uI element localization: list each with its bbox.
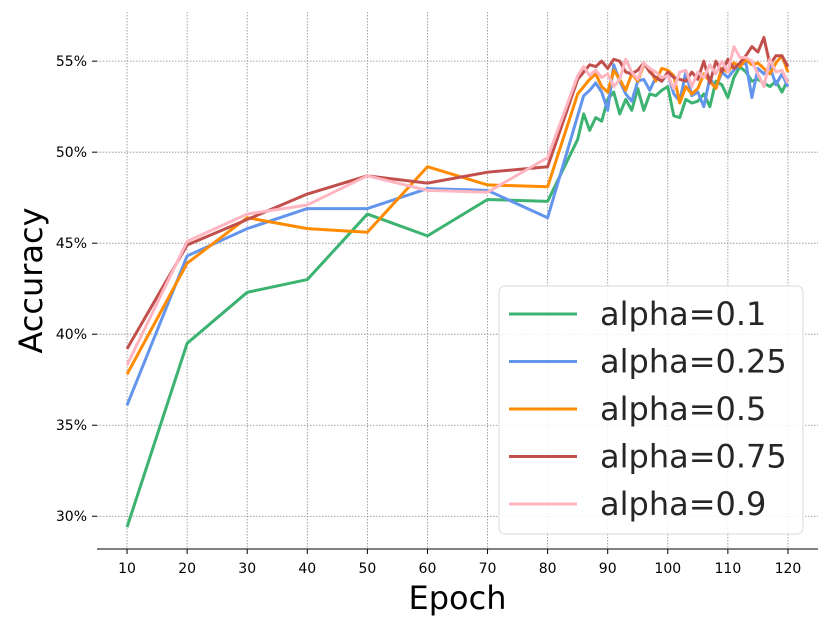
axes: 10 20 30 40 50 60 70 80 90 100 110 120 30% 35% 40% 45% 5… (56, 54, 818, 577)
y-tick-label: 35% (56, 418, 87, 434)
y-tick-label: 30% (56, 509, 87, 525)
legend-box (498, 285, 804, 535)
x-tick-label: 40 (298, 561, 316, 577)
legend-label: alpha=0.75 (600, 438, 787, 476)
x-tick-label: 60 (419, 561, 437, 577)
y-axis-title: Accuracy (12, 207, 50, 353)
series-line-alpha=0.9 (125, 45, 790, 366)
x-tick-label: 70 (479, 561, 497, 577)
y-tick-label: 45% (56, 236, 87, 252)
series-lines (125, 35, 790, 528)
legend-label: alpha=0.5 (600, 390, 766, 428)
x-tick-label: 110 (715, 561, 742, 577)
x-tick-label: 120 (775, 561, 802, 577)
series-line-alpha=0.1 (125, 65, 790, 528)
x-axis-title: Epoch (409, 579, 507, 617)
legend-label: alpha=0.9 (600, 485, 766, 523)
x-tick-label: 10 (118, 561, 136, 577)
y-tick-label: 40% (56, 327, 87, 343)
legend-label: alpha=0.1 (600, 295, 766, 333)
x-tick-label: 50 (358, 561, 376, 577)
y-tick-label: 55% (56, 54, 87, 70)
legend: alpha=0.1 alpha=0.25 alpha=0.5 alpha=0.75 al… (498, 285, 804, 535)
x-tick-label: 100 (654, 561, 681, 577)
x-tick-label: 80 (539, 561, 557, 577)
x-tick-label: 20 (178, 561, 196, 577)
x-tick-label: 90 (599, 561, 617, 577)
legend-label: alpha=0.25 (600, 343, 787, 381)
y-tick-label: 50% (56, 145, 87, 161)
x-tick-label: 30 (238, 561, 256, 577)
